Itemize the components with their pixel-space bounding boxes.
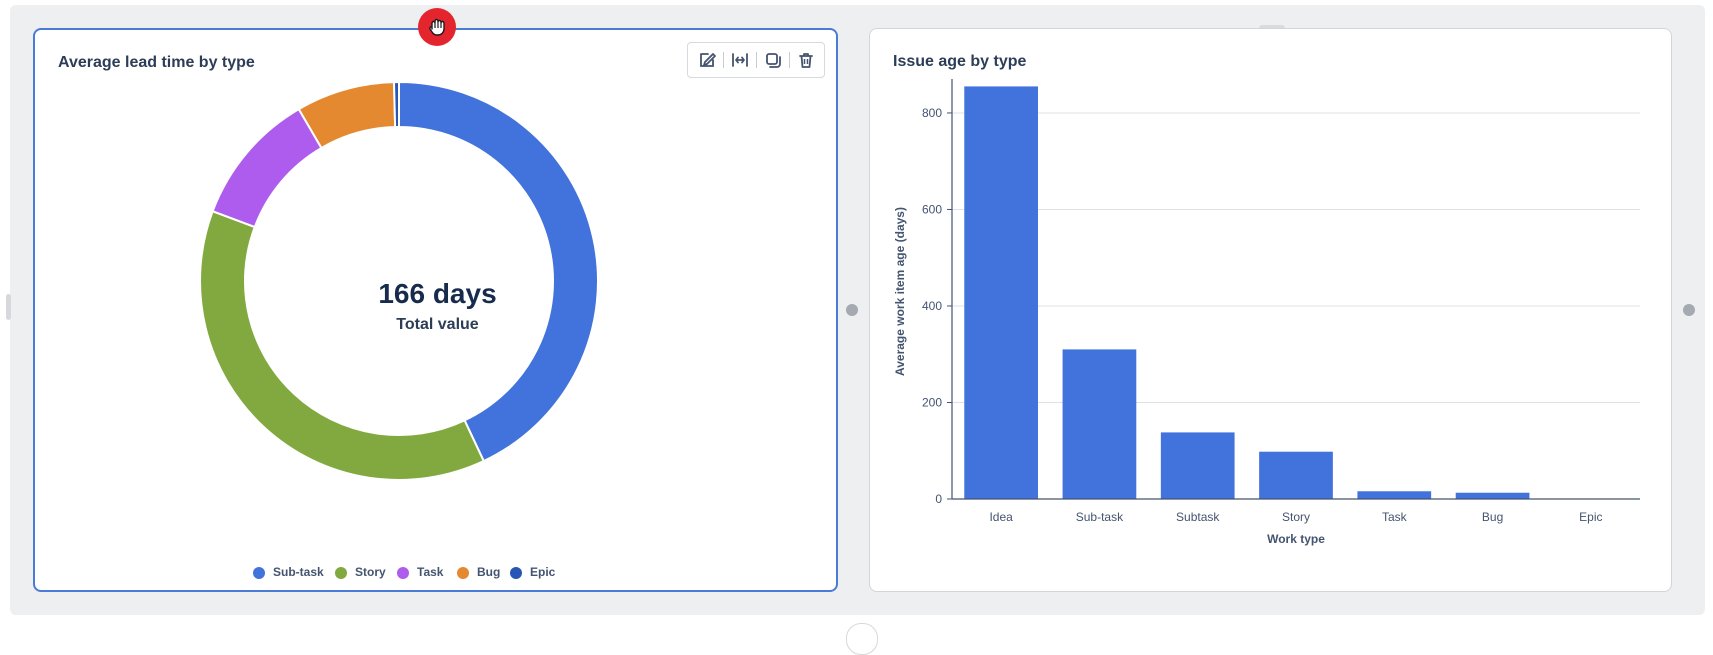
legend-dot <box>457 567 469 579</box>
bar-sub-task[interactable] <box>1063 349 1137 499</box>
bar-task[interactable] <box>1357 491 1431 499</box>
x-tick-label: Bug <box>1482 510 1503 524</box>
x-tick-label: Idea <box>989 510 1013 524</box>
x-axis-label: Work type <box>1267 532 1325 546</box>
y-axis-label: Average work item age (days) <box>893 207 907 376</box>
bar-chart-plot: 0 200 400 600 800 Idea Sub-task Subtask Story Tas… <box>893 79 1640 546</box>
x-tick-label: Epic <box>1579 510 1602 524</box>
bar-idea[interactable] <box>964 86 1038 499</box>
x-tick-label: Subtask <box>1176 510 1220 524</box>
y-tick-label: 400 <box>922 299 942 313</box>
legend-label: Bug <box>477 565 500 579</box>
donut-slice-sub-task[interactable] <box>399 82 598 461</box>
donut-slice-epic[interactable] <box>394 82 399 127</box>
x-tick-label: Task <box>1382 510 1408 524</box>
y-tick-label: 800 <box>922 106 942 120</box>
legend-label: Story <box>355 565 386 579</box>
donut-chart <box>35 30 836 590</box>
legend-label: Task <box>417 565 443 579</box>
y-tick-label: 600 <box>922 202 942 216</box>
left-resize-grip[interactable] <box>6 294 11 320</box>
donut-slice-task[interactable] <box>213 109 322 227</box>
legend-dot <box>397 567 409 579</box>
x-tick-label: Sub-task <box>1076 510 1124 524</box>
legend-label: Epic <box>530 565 555 579</box>
donut-chart-card[interactable]: Average lead time by type 166 days Total… <box>33 28 838 592</box>
legend-dot <box>510 567 522 579</box>
hand-grab-icon[interactable] <box>418 8 456 46</box>
donut-slice-story[interactable] <box>200 211 484 480</box>
bar-subtask[interactable] <box>1161 432 1235 499</box>
x-tick-label: Story <box>1282 510 1310 524</box>
donut-center-value: 166 days <box>35 278 840 310</box>
legend-dot <box>335 567 347 579</box>
column-resize-dot[interactable] <box>846 304 858 316</box>
legend-label: Sub-task <box>273 565 324 579</box>
donut-center-label: Total value <box>35 316 840 334</box>
column-resize-dot[interactable] <box>1683 304 1695 316</box>
y-tick-label: 0 <box>935 492 942 506</box>
bar-bug[interactable] <box>1456 493 1530 499</box>
add-row-handle[interactable] <box>846 623 878 655</box>
legend-dot <box>253 567 265 579</box>
bar-story[interactable] <box>1259 452 1333 499</box>
y-tick-label: 200 <box>922 395 942 409</box>
bar-chart: 0 200 400 600 800 Idea Sub-task Subtask Story Tas… <box>870 29 1671 591</box>
